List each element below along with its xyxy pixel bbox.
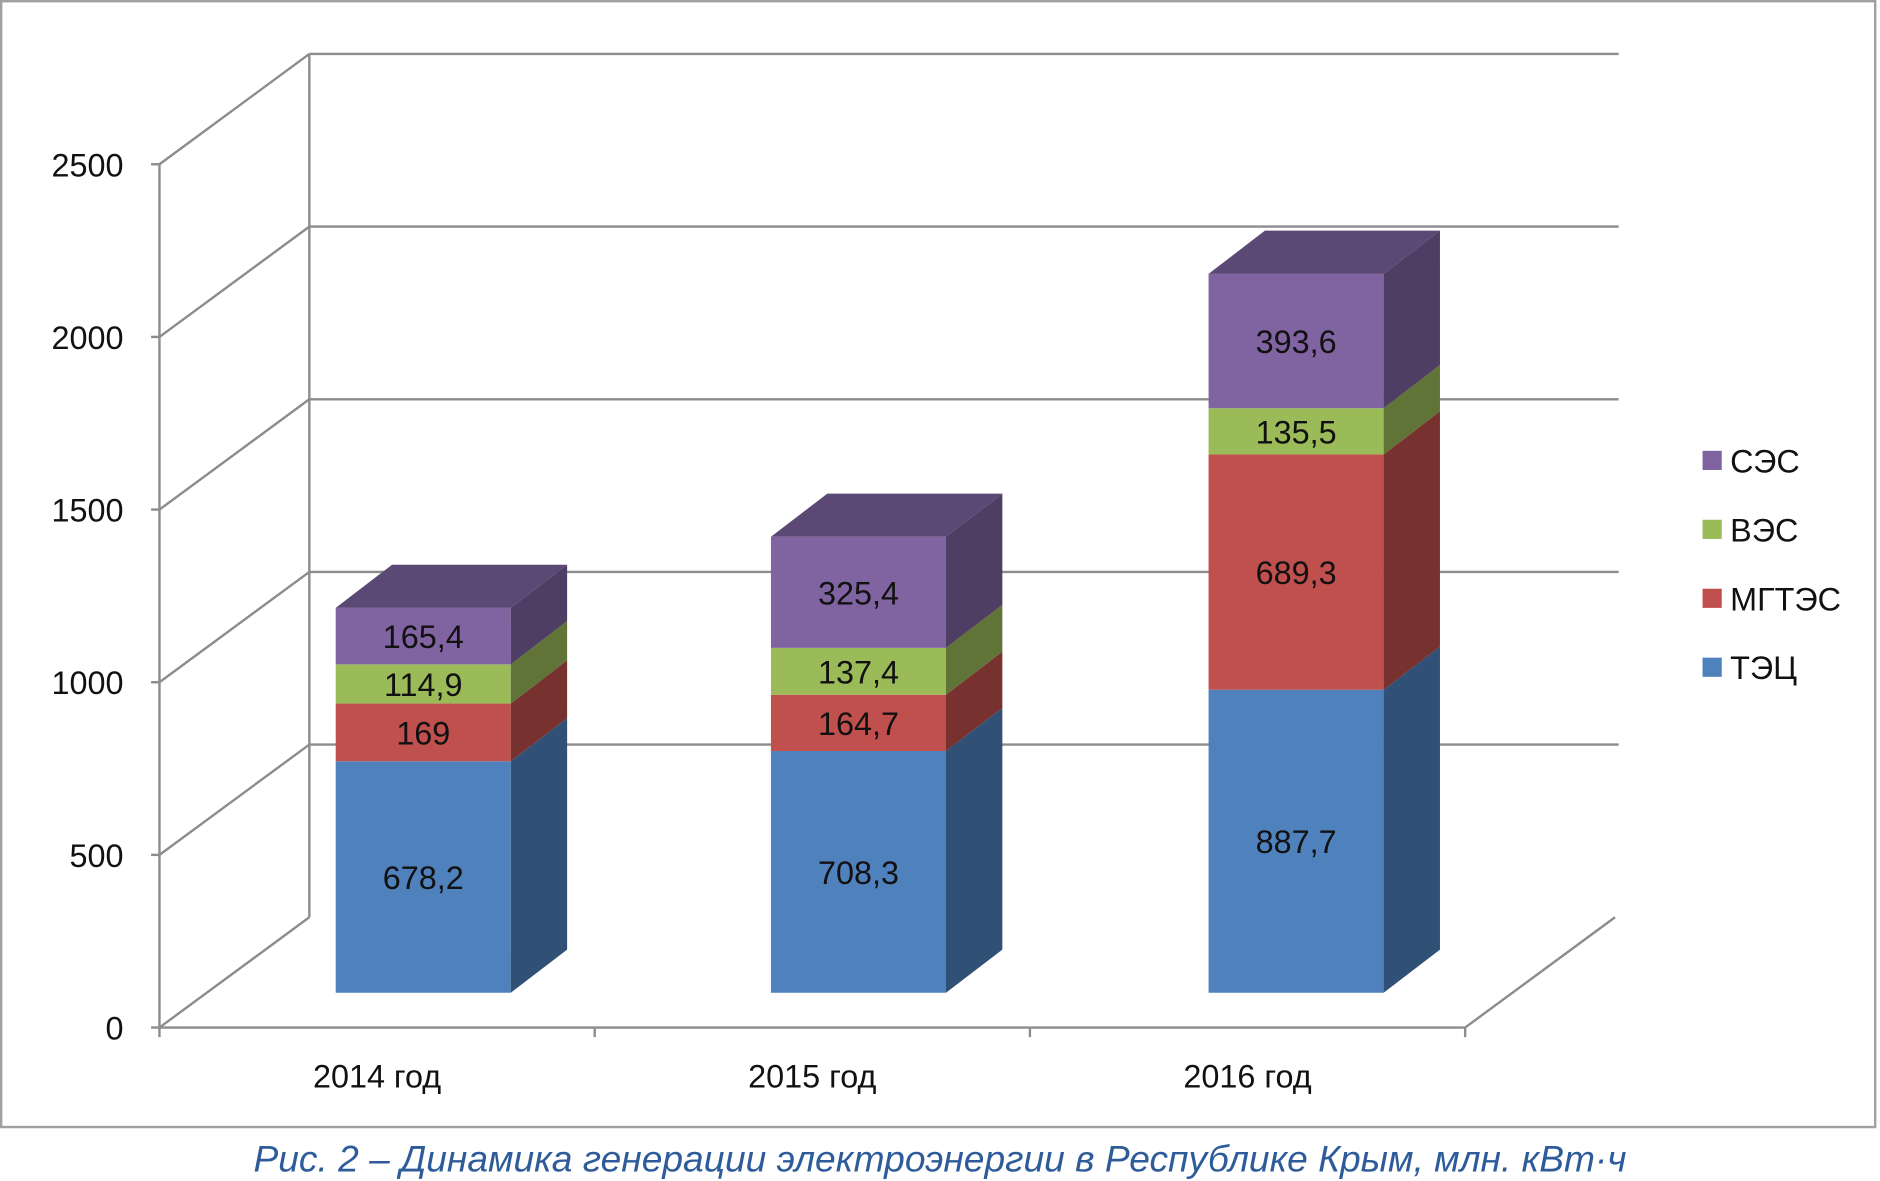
gridline-side xyxy=(158,570,311,684)
bar-segment-front xyxy=(1208,689,1384,993)
y-tick-label: 0 xyxy=(105,1011,123,1047)
data-label: 393,6 xyxy=(1256,324,1337,360)
bar-segment-front xyxy=(335,761,511,993)
legend-label: МГТЭС xyxy=(1730,581,1841,617)
bar-segment-side xyxy=(1383,646,1440,993)
y-tick-label: 2000 xyxy=(51,320,123,356)
gridline-side xyxy=(158,398,311,511)
bar-segment-side xyxy=(1383,230,1440,409)
bar-segment-front xyxy=(770,694,946,751)
y-tick-label: 2500 xyxy=(51,147,123,183)
data-label: 708,3 xyxy=(818,855,899,891)
bar-segment-side xyxy=(510,564,568,665)
bar-segment-front xyxy=(335,664,511,704)
bar-top xyxy=(1208,230,1440,274)
figure-caption: Рис. 2 – Динамика генерации электроэнерг… xyxy=(253,1137,1626,1179)
legend-swatch xyxy=(1702,588,1722,608)
data-label: 114,9 xyxy=(384,667,463,703)
data-label: 137,4 xyxy=(818,654,899,690)
bar-segment-front xyxy=(335,607,511,665)
bar-segment-front xyxy=(770,647,946,695)
bar-segment-side xyxy=(945,707,1003,993)
data-label: 169 xyxy=(396,715,450,751)
data-label: 689,3 xyxy=(1256,555,1337,591)
gridline-side xyxy=(158,743,311,856)
bar-segment-side xyxy=(510,621,568,704)
data-label: 164,7 xyxy=(818,706,899,742)
bar-segment-front xyxy=(1208,454,1384,690)
bar-segment-side xyxy=(1383,411,1440,690)
x-tick-label: 2015 год xyxy=(748,1058,876,1094)
legend-label: СЭС xyxy=(1730,443,1800,479)
bar-top xyxy=(335,564,568,608)
bar-segment-front xyxy=(335,703,511,762)
bar-top xyxy=(770,493,1003,537)
y-tick-label: 500 xyxy=(69,838,123,874)
legend-label: ТЭЦ xyxy=(1730,650,1797,686)
data-label: 325,4 xyxy=(818,575,899,611)
bar-segment-front xyxy=(770,536,946,648)
data-label: 887,7 xyxy=(1256,824,1337,860)
bar-segment-side xyxy=(945,604,1003,695)
x-tick-label: 2014 год xyxy=(313,1058,441,1094)
data-label: 135,5 xyxy=(1256,414,1337,450)
legend-swatch xyxy=(1702,657,1722,677)
bar-segment-side xyxy=(945,493,1003,648)
gridline-side xyxy=(158,52,311,166)
floor-edge xyxy=(1464,916,1616,1029)
bar-segment-side xyxy=(510,660,568,762)
bar-segment-front xyxy=(1208,408,1384,455)
data-label: 165,4 xyxy=(383,619,464,655)
bar-segment-front xyxy=(1208,273,1384,409)
x-tick-label: 2016 год xyxy=(1183,1058,1311,1094)
y-tick-label: 1500 xyxy=(51,493,123,529)
legend-swatch xyxy=(1702,519,1722,539)
data-label: 678,2 xyxy=(383,860,464,896)
gridline-side xyxy=(158,916,311,1029)
bar-segment-front xyxy=(770,750,946,993)
gridline-side xyxy=(158,225,311,338)
y-tick-label: 1000 xyxy=(51,665,123,701)
legend-label: ВЭС xyxy=(1730,512,1798,548)
bar-segment-side xyxy=(510,718,568,993)
bar-segment-side xyxy=(945,651,1003,751)
legend-swatch xyxy=(1702,450,1722,471)
bar-segment-side xyxy=(1383,365,1440,455)
